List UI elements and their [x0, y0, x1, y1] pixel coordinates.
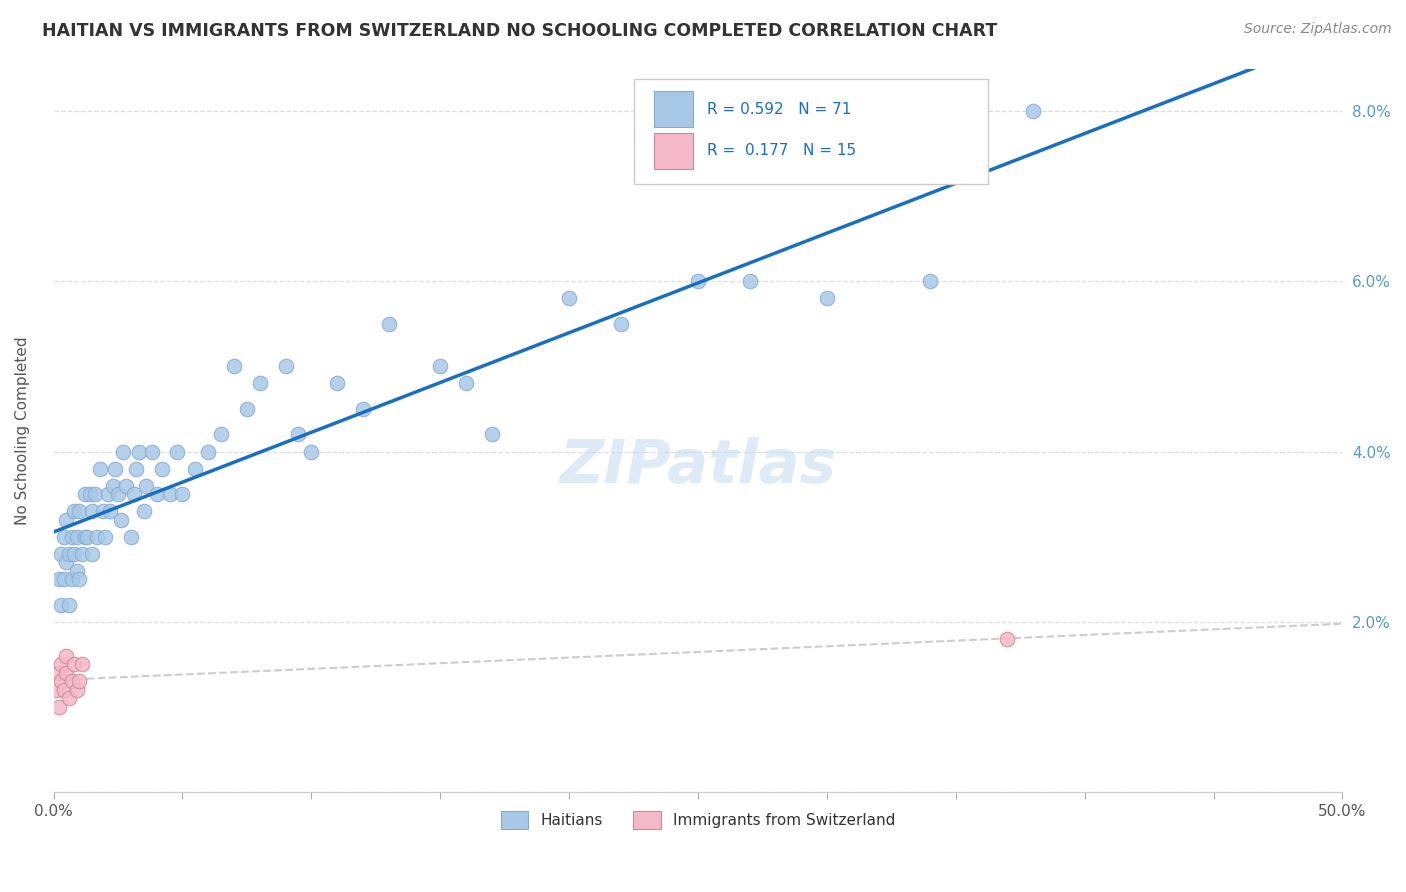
Point	[66, 530, 89, 544]
Point	[98, 504, 121, 518]
Point	[60, 530, 83, 544]
Point	[83, 487, 105, 501]
Point	[51, 547, 73, 561]
Point	[236, 401, 259, 416]
Point	[166, 444, 188, 458]
Point	[60, 572, 83, 586]
Point	[82, 504, 104, 518]
Point	[132, 504, 155, 518]
Point	[249, 376, 271, 391]
Point	[48, 572, 70, 586]
Point	[686, 274, 709, 288]
Point	[76, 530, 98, 544]
Point	[67, 504, 90, 518]
Point	[104, 461, 127, 475]
Point	[86, 530, 108, 544]
Point	[120, 530, 142, 544]
Y-axis label: No Schooling Completed: No Schooling Completed	[15, 336, 30, 524]
Point	[58, 598, 80, 612]
Point	[52, 682, 75, 697]
Text: ZIPatlas: ZIPatlas	[560, 437, 837, 496]
Point	[112, 444, 135, 458]
Point	[326, 376, 349, 391]
Text: R = 0.592   N = 71: R = 0.592 N = 71	[707, 102, 852, 117]
Point	[91, 504, 114, 518]
Point	[159, 487, 181, 501]
Point	[299, 444, 322, 458]
Legend: Haitians, Immigrants from Switzerland: Haitians, Immigrants from Switzerland	[495, 805, 901, 835]
Point	[429, 359, 451, 374]
Point	[73, 487, 96, 501]
Point	[110, 513, 132, 527]
Point	[995, 632, 1018, 646]
Point	[97, 487, 120, 501]
Point	[60, 674, 83, 689]
Point	[197, 444, 219, 458]
Point	[184, 461, 207, 475]
Point	[82, 547, 104, 561]
Point	[58, 547, 80, 561]
Point	[55, 665, 77, 680]
Point	[114, 478, 136, 492]
Point	[738, 274, 761, 288]
Point	[45, 682, 67, 697]
Point	[52, 572, 75, 586]
Point	[67, 572, 90, 586]
Point	[58, 691, 80, 706]
Point	[66, 682, 89, 697]
Point	[122, 487, 145, 501]
Point	[352, 401, 374, 416]
Point	[209, 427, 232, 442]
Point	[287, 427, 309, 442]
Point	[66, 564, 89, 578]
Point	[63, 547, 86, 561]
Point	[55, 648, 77, 663]
Point	[70, 547, 93, 561]
Point	[70, 657, 93, 672]
Point	[73, 530, 96, 544]
Point	[51, 657, 73, 672]
Text: Source: ZipAtlas.com: Source: ZipAtlas.com	[1244, 22, 1392, 37]
Point	[55, 555, 77, 569]
Point	[274, 359, 297, 374]
Point	[377, 317, 399, 331]
FancyBboxPatch shape	[634, 79, 988, 185]
Point	[481, 427, 503, 442]
Point	[454, 376, 477, 391]
Point	[94, 530, 117, 544]
Point	[918, 274, 941, 288]
Point	[145, 487, 167, 501]
Point	[172, 487, 194, 501]
Point	[1022, 104, 1045, 119]
Point	[222, 359, 245, 374]
Point	[55, 513, 77, 527]
Point	[815, 291, 838, 305]
Point	[609, 317, 631, 331]
Text: HAITIAN VS IMMIGRANTS FROM SWITZERLAND NO SCHOOLING COMPLETED CORRELATION CHART: HAITIAN VS IMMIGRANTS FROM SWITZERLAND N…	[42, 22, 997, 40]
Point	[89, 461, 111, 475]
Point	[52, 530, 75, 544]
Point	[48, 665, 70, 680]
Point	[63, 657, 86, 672]
Point	[125, 461, 148, 475]
Point	[128, 444, 150, 458]
Point	[51, 674, 73, 689]
Text: R =  0.177   N = 15: R = 0.177 N = 15	[707, 144, 856, 159]
Point	[79, 487, 101, 501]
Point	[51, 598, 73, 612]
Point	[107, 487, 129, 501]
Point	[67, 674, 90, 689]
Point	[558, 291, 581, 305]
FancyBboxPatch shape	[654, 133, 693, 169]
Point	[150, 461, 173, 475]
Point	[63, 504, 86, 518]
FancyBboxPatch shape	[654, 91, 693, 128]
Point	[101, 478, 124, 492]
Point	[135, 478, 157, 492]
Point	[48, 699, 70, 714]
Point	[141, 444, 163, 458]
